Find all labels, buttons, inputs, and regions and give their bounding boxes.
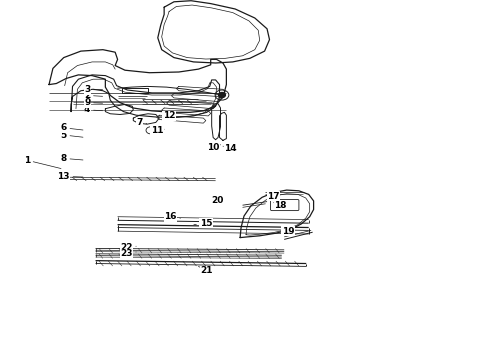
Text: 1: 1 xyxy=(24,156,61,168)
Text: 14: 14 xyxy=(223,144,237,153)
Text: 12: 12 xyxy=(163,111,175,120)
Text: 9: 9 xyxy=(84,98,102,107)
Text: 10: 10 xyxy=(207,143,220,152)
Text: 5: 5 xyxy=(61,130,83,139)
Text: 22: 22 xyxy=(120,243,136,252)
Text: 18: 18 xyxy=(273,201,287,210)
Text: 20: 20 xyxy=(211,197,223,205)
Text: 2: 2 xyxy=(84,91,102,100)
Text: 7: 7 xyxy=(136,118,147,127)
FancyBboxPatch shape xyxy=(270,199,299,211)
Text: 8: 8 xyxy=(61,154,83,163)
Text: 13: 13 xyxy=(57,172,83,181)
Text: 16: 16 xyxy=(164,212,180,221)
Text: 23: 23 xyxy=(120,249,136,258)
Text: 21: 21 xyxy=(198,266,213,275)
Text: 6: 6 xyxy=(61,123,83,132)
Circle shape xyxy=(219,93,225,98)
Text: 15: 15 xyxy=(194,219,212,228)
Text: 17: 17 xyxy=(267,192,280,201)
FancyBboxPatch shape xyxy=(122,88,148,93)
Text: 3: 3 xyxy=(84,85,102,94)
Text: 19: 19 xyxy=(282,227,294,236)
Text: 4: 4 xyxy=(84,105,102,114)
Text: 11: 11 xyxy=(150,126,164,135)
